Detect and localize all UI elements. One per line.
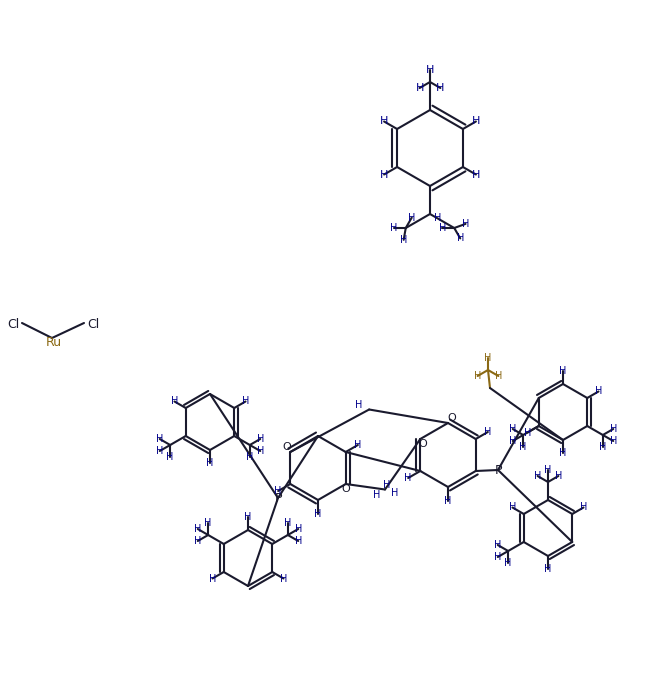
Text: H: H (415, 83, 424, 93)
Text: H: H (559, 366, 567, 376)
Text: H: H (257, 434, 264, 444)
Text: H: H (544, 564, 552, 574)
Text: H: H (315, 509, 322, 519)
Text: H: H (171, 397, 178, 406)
Text: H: H (472, 170, 480, 180)
Text: H: H (373, 491, 381, 500)
Text: H: H (595, 386, 602, 397)
Text: H: H (434, 213, 442, 223)
Text: O: O (448, 413, 456, 423)
Text: O: O (341, 484, 350, 494)
Text: H: H (494, 540, 501, 550)
Text: H: H (156, 434, 163, 444)
Text: H: H (504, 558, 512, 568)
Text: H: H (436, 83, 445, 93)
Text: H: H (509, 503, 516, 512)
Text: H: H (610, 424, 617, 434)
Text: H: H (380, 116, 388, 127)
Text: H: H (509, 424, 517, 434)
Text: H: H (580, 503, 587, 512)
Text: H: H (194, 524, 202, 534)
Text: H: H (400, 235, 408, 245)
Text: H: H (534, 471, 541, 481)
Text: O: O (282, 442, 291, 452)
Text: H: H (559, 448, 567, 458)
Text: Cl: Cl (87, 317, 99, 331)
Text: P: P (274, 491, 281, 505)
Text: H: H (205, 518, 212, 528)
Text: H: H (380, 170, 388, 180)
Text: H: H (244, 512, 252, 522)
Text: H: H (246, 452, 254, 462)
Text: H: H (524, 427, 531, 438)
Text: H: H (257, 446, 264, 456)
Text: H: H (206, 458, 214, 468)
Text: H: H (242, 397, 249, 406)
Text: H: H (495, 371, 502, 381)
Text: H: H (610, 436, 617, 446)
Text: H: H (354, 440, 361, 450)
Text: H: H (404, 473, 412, 483)
Text: Cl: Cl (7, 317, 19, 331)
Text: H: H (472, 116, 480, 127)
Text: H: H (166, 452, 174, 462)
Text: H: H (274, 486, 282, 496)
Text: H: H (384, 480, 391, 489)
Text: H: H (390, 223, 397, 233)
Text: H: H (474, 371, 481, 381)
Text: H: H (194, 536, 202, 546)
Text: H: H (599, 442, 606, 452)
Text: H: H (484, 427, 491, 437)
Text: H: H (519, 442, 527, 452)
Text: H: H (554, 471, 562, 481)
Text: H: H (391, 487, 398, 498)
Text: H: H (544, 465, 552, 475)
Text: H: H (484, 353, 491, 363)
Text: H: H (209, 574, 216, 583)
Text: H: H (456, 233, 464, 244)
Text: P: P (494, 464, 502, 477)
Text: H: H (280, 574, 287, 583)
Text: H: H (408, 212, 415, 223)
Text: O: O (418, 439, 426, 449)
Text: H: H (426, 65, 434, 75)
Text: Ru: Ru (46, 336, 62, 349)
Text: H: H (294, 524, 302, 534)
Text: H: H (462, 219, 469, 229)
Text: H: H (445, 496, 452, 506)
Text: H: H (509, 436, 517, 446)
Text: H: H (156, 446, 163, 456)
Text: H: H (439, 223, 446, 233)
Text: H: H (356, 400, 363, 409)
Text: H: H (284, 518, 291, 528)
Text: H: H (494, 552, 501, 562)
Text: H: H (294, 536, 302, 546)
